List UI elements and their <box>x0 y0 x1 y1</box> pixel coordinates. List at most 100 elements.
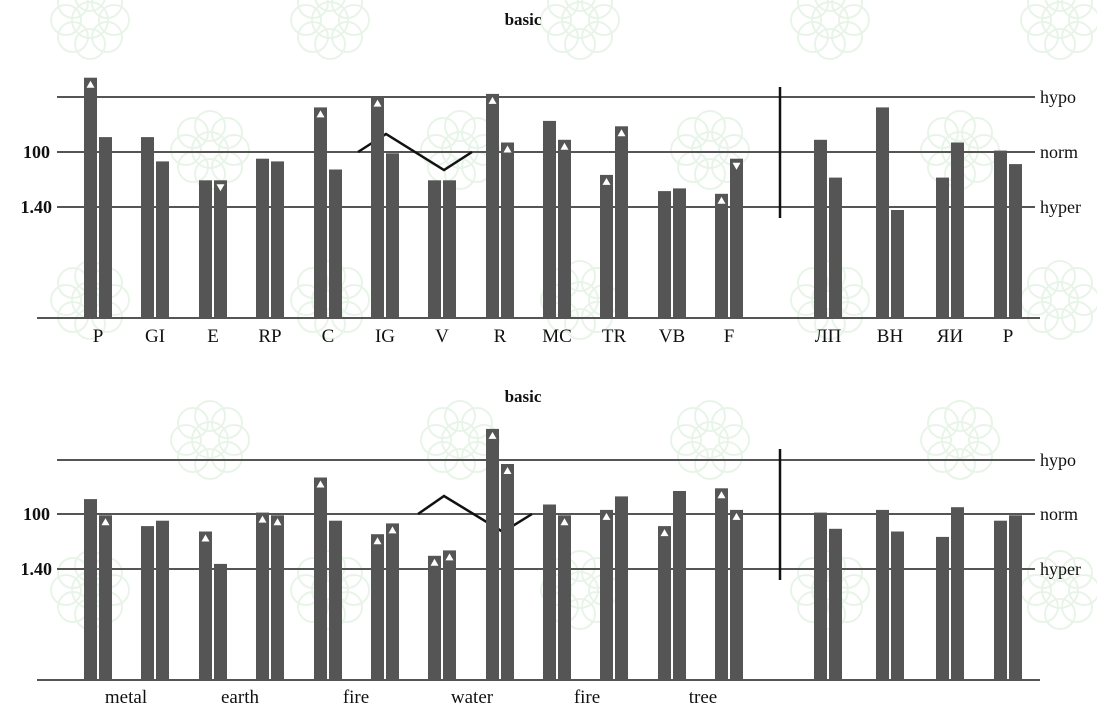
bottom-bar <box>1009 515 1022 680</box>
bottom-bar <box>814 512 827 680</box>
bottom-element-label: earth <box>221 687 259 708</box>
top-bar <box>615 126 628 318</box>
top-bar <box>994 150 1007 318</box>
bottom-bar <box>386 523 399 680</box>
bottom-triangle-up-icon <box>273 518 282 526</box>
bottom-triangle-up-icon <box>373 537 382 545</box>
top-bar <box>600 174 613 318</box>
bottom-triangle-up-icon <box>717 491 726 499</box>
bottom-bar <box>615 496 628 680</box>
top-triangle-up-icon <box>560 142 569 150</box>
bottom-triangle-up-icon <box>101 518 110 526</box>
top-triangle-up-icon <box>86 80 95 88</box>
bottom-bar <box>443 550 456 680</box>
bottom-bars <box>84 428 1022 680</box>
top-bar <box>1009 164 1022 318</box>
bottom-bar <box>600 509 613 680</box>
bottom-element-label: fire <box>343 687 369 708</box>
bottom-triangle-up-icon <box>430 558 439 566</box>
bottom-bar <box>876 509 889 680</box>
top-x-tick-label: R <box>494 326 507 347</box>
bottom-triangle-up-icon <box>201 534 210 542</box>
top-bar <box>876 107 889 319</box>
top-bar <box>443 180 456 318</box>
top-bar <box>558 139 571 318</box>
watermark-flower-icon <box>290 0 370 60</box>
top-bar <box>891 210 904 318</box>
top-x-tick-label: F <box>724 326 735 347</box>
bottom-bar <box>891 531 904 680</box>
top-bar <box>386 153 399 318</box>
bottom-triangle-up-icon <box>503 467 512 474</box>
bottom-bar <box>156 520 169 680</box>
bottom-triangle-up-icon <box>388 526 397 534</box>
bottom-triangle-up-icon <box>445 553 454 561</box>
watermark-flower-icon <box>170 400 250 480</box>
top-label-norm: norm <box>1040 142 1078 162</box>
top-x-ticks: P GI E RP C IG V R MC TR VB F ЛП ВН ЯИ Р <box>93 326 1014 347</box>
top-bar <box>951 142 964 318</box>
bottom-element-label: tree <box>689 687 717 708</box>
bottom-chart-title: basic <box>505 387 542 406</box>
top-bar <box>730 158 743 318</box>
bottom-element-label: water <box>451 687 494 708</box>
bottom-bar <box>715 488 728 680</box>
top-bar <box>814 139 827 318</box>
bottom-triangle-up-icon <box>316 480 325 488</box>
bottom-element-label: fire <box>574 687 600 708</box>
top-x-tick-label: GI <box>145 326 165 347</box>
top-x-tick-label: E <box>207 326 219 347</box>
bottom-element-labels: metal earth fire water fire tree <box>105 687 717 708</box>
top-bar <box>673 188 686 318</box>
bottom-triangle-up-icon <box>732 512 741 520</box>
bottom-bar <box>658 526 671 680</box>
top-bar <box>501 142 514 318</box>
top-x-tick-label: V <box>435 326 449 347</box>
top-x-tick-label: VB <box>659 326 685 347</box>
top-label-hyper: hyper <box>1040 197 1081 217</box>
watermark-flower-icon <box>540 0 620 60</box>
top-bar <box>141 137 154 318</box>
bottom-bar <box>141 526 154 680</box>
top-bars <box>84 77 1022 319</box>
top-x-tick-label: C <box>322 326 335 347</box>
top-x-tick-label: TR <box>602 326 627 347</box>
bottom-bar <box>730 509 743 680</box>
top-bar <box>256 158 269 318</box>
watermark-flower-icon <box>50 0 130 60</box>
bottom-chevron <box>417 494 533 534</box>
bottom-bar <box>501 464 514 680</box>
top-label-hypo: hypo <box>1040 87 1076 107</box>
bottom-bar <box>829 528 842 680</box>
bottom-bar <box>994 520 1007 680</box>
top-x-tick-label: RP <box>258 326 281 347</box>
bottom-bar <box>199 531 212 680</box>
top-bar <box>156 161 169 318</box>
bottom-bar <box>256 512 269 680</box>
bottom-ytick-140: 1.40 <box>21 559 53 579</box>
bottom-bar <box>428 555 441 680</box>
top-bar <box>314 107 327 319</box>
watermark-flower-icon <box>170 110 250 190</box>
bottom-bar <box>673 491 686 680</box>
top-x-tick-label: P <box>93 326 104 347</box>
top-bar <box>271 161 284 318</box>
bottom-triangle-up-icon <box>488 431 497 439</box>
top-bar <box>371 96 384 318</box>
bottom-bar <box>271 515 284 680</box>
top-triangle-down-icon <box>216 184 225 192</box>
watermark-flower-icon <box>1020 550 1097 630</box>
top-panel: basic 100 1.40 hypo norm hyper P GI E RP C IG… <box>21 10 1081 347</box>
top-x-tick-label: MC <box>542 326 572 347</box>
bottom-bar <box>558 515 571 680</box>
top-bar <box>486 93 499 319</box>
bottom-panel: basic 100 1.40 hypo norm hyper metal eart… <box>21 387 1081 708</box>
bottom-bar <box>543 504 556 680</box>
bottom-label-norm: norm <box>1040 504 1078 524</box>
top-triangle-up-icon <box>717 196 726 204</box>
bottom-bar <box>84 499 97 680</box>
bottom-bar <box>99 515 112 680</box>
top-bar <box>199 180 212 318</box>
top-bar <box>329 169 342 318</box>
